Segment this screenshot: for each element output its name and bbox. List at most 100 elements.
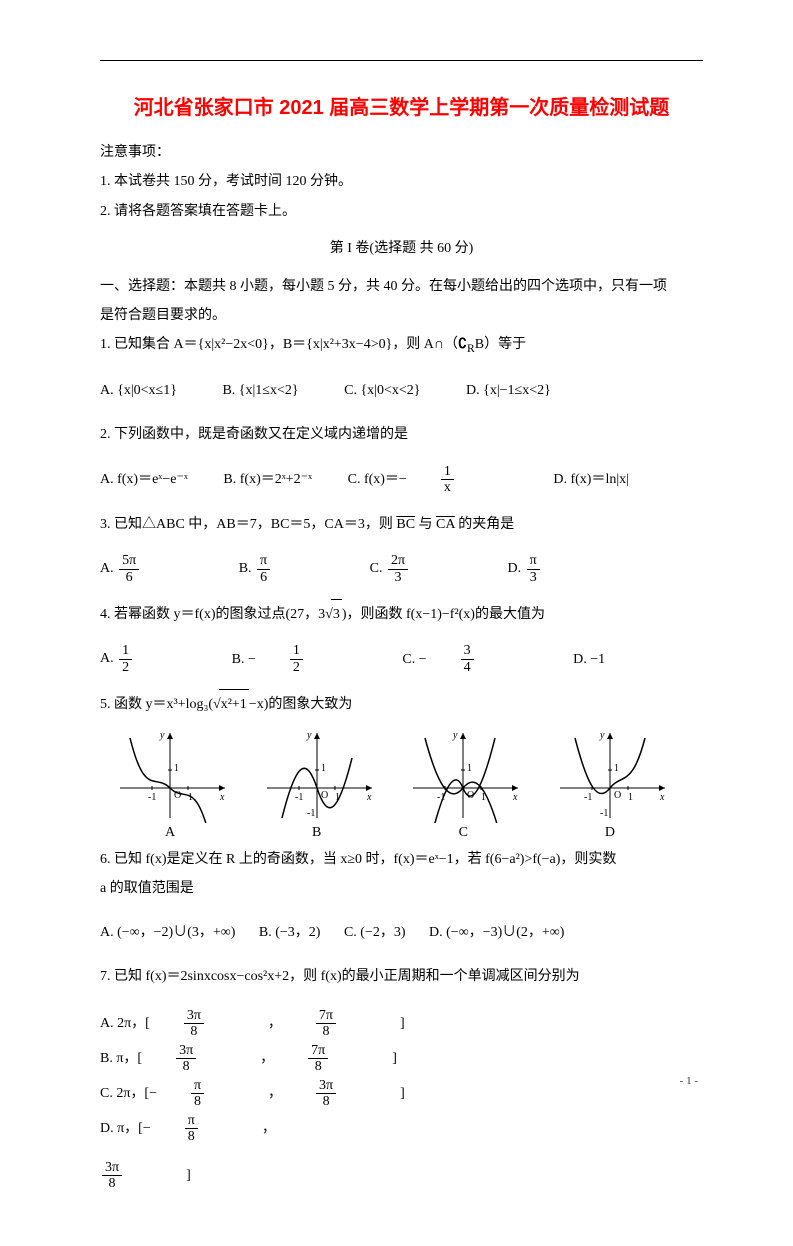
- frac-num: 5π: [119, 553, 139, 569]
- frac-num: π: [527, 553, 540, 569]
- q7-opt-d: D. π，[−π8，: [100, 1111, 308, 1146]
- q1-opt-a: A. {x|0<x≤1}: [100, 376, 177, 407]
- graph-a-label: A: [110, 825, 230, 841]
- q3-stem-b: 与: [419, 517, 433, 532]
- svg-text:y: y: [599, 730, 605, 741]
- frac-den: 8: [316, 1094, 336, 1109]
- q2-options: A. f(x)＝eˣ−e⁻ˣ B. f(x)＝2ˣ+2⁻ˣ C. f(x)＝−1…: [100, 464, 703, 496]
- frac-num: 3: [461, 643, 474, 659]
- svg-text:y: y: [452, 730, 458, 741]
- q4-opt-d: D. −1: [573, 645, 605, 676]
- svg-text:-1: -1: [307, 808, 315, 819]
- q4-stem: 4. 若幂函数 y＝f(x)的图象过点(27，3√3)，则函数 f(x−1)−f…: [100, 599, 703, 629]
- q6-opt-a: A. (−∞，−2)∪(3，+∞): [100, 918, 235, 949]
- svg-text:x: x: [512, 792, 518, 803]
- q3-opt-c: C. 2π3: [370, 553, 472, 585]
- exam-title: 河北省张家口市 2021 届高三数学上学期第一次质量检测试题: [100, 91, 703, 120]
- q1-opt-d: D. {x|−1≤x<2}: [466, 376, 551, 407]
- svg-text:1: 1: [321, 763, 326, 774]
- frac-num: 1: [441, 464, 454, 480]
- q1-opt-b: B. {x|1≤x<2}: [222, 376, 298, 407]
- graph-d: Oxy -111 -1 D: [550, 728, 670, 841]
- svg-text:x: x: [659, 792, 665, 803]
- notice-2: 2. 请将各题答案填在答题卡上。: [100, 197, 703, 226]
- frac-den: 8: [102, 1176, 122, 1191]
- q7-b-post: ]: [392, 1041, 397, 1076]
- q3-opt-b: B. π6: [239, 553, 334, 585]
- frac-den: 8: [316, 1024, 336, 1039]
- q7-c-post: ]: [400, 1076, 405, 1111]
- complement-sub: R: [467, 342, 475, 355]
- svg-text:x: x: [219, 792, 225, 803]
- svg-text:y: y: [159, 730, 165, 741]
- svg-text:1: 1: [467, 763, 472, 774]
- q5-stem: 5. 函数 y＝x³+log₃(√x²+1−x)的图象大致为: [100, 689, 703, 719]
- frac-den: 2: [119, 660, 132, 675]
- q7-opt-a: A. 2π，[3π8，7π8]: [100, 1006, 437, 1041]
- frac-num: 2π: [388, 553, 408, 569]
- q2-opt-b: B. f(x)＝2ˣ+2⁻ˣ: [223, 465, 312, 496]
- q7-b-pre: B. π，[: [100, 1041, 142, 1076]
- frac-num: π: [257, 553, 270, 569]
- frac-num: 3π: [316, 1078, 336, 1094]
- svg-text:-1: -1: [584, 792, 592, 803]
- frac-den: x: [441, 480, 454, 495]
- q3-options: A. 5π6 B. π6 C. 2π3 D. π3: [100, 553, 703, 585]
- frac-num: 3π: [102, 1160, 122, 1176]
- graph-d-svg: Oxy -111 -1: [550, 728, 670, 823]
- q2-stem: 2. 下列函数中，既是奇函数又在定义域内递增的是: [100, 420, 703, 449]
- graph-c-svg: Oxy -111: [403, 728, 523, 823]
- q6-stem-1: 6. 已知 f(x)是定义在 R 上的奇函数，当 x≥0 时，f(x)＝eˣ−1…: [100, 845, 703, 874]
- frac-num: π: [191, 1078, 204, 1094]
- q2-opt-a: A. f(x)＝eˣ−e⁻ˣ: [100, 465, 188, 496]
- q4-b-pre: B. −: [232, 645, 256, 676]
- q7-stem: 7. 已知 f(x)＝2sinxcosx−cos²x+2，则 f(x)的最小正周…: [100, 962, 703, 991]
- q6-opt-b: B. (−3，2): [259, 918, 321, 949]
- q7-options: A. 2π，[3π8，7π8] B. π，[3π8，7π8] C. 2π，[−π…: [100, 1006, 703, 1146]
- q1-stem-b: B）等于: [475, 337, 526, 352]
- section-1-desc-2: 是符合题目要求的。: [100, 301, 703, 330]
- q3-opt-a: A. 5π6: [100, 553, 203, 585]
- complement-icon: ∁: [458, 337, 467, 352]
- q7-a-mid: ，: [268, 1006, 282, 1041]
- q5-graphs: Oxy -111 A Oxy -111 -1 B Oxy: [110, 728, 670, 841]
- q4-stem-b: )，则函数 f(x−1)−f²(x)的最大值为: [342, 607, 545, 622]
- q4-opt-a: A. 12: [100, 643, 196, 675]
- q4-opt-c: C. −34: [402, 643, 537, 675]
- frac-num: 7π: [308, 1043, 328, 1059]
- svg-text:x: x: [366, 792, 372, 803]
- q4-stem-a: 4. 若幂函数 y＝f(x)的图象过点(27，3: [100, 607, 325, 622]
- frac-den: 4: [461, 660, 474, 675]
- page: 河北省张家口市 2021 届高三数学上学期第一次质量检测试题 注意事项： 1. …: [0, 0, 793, 1246]
- q4-opt-b: B. −12: [232, 643, 367, 675]
- frac-num: 1: [290, 643, 303, 659]
- q7-a-pre: A. 2π，[: [100, 1006, 150, 1041]
- frac-den: 8: [185, 1129, 198, 1144]
- q7-c-pre: C. 2π，[−: [100, 1076, 157, 1111]
- q5-sqrt: x²+1: [219, 689, 249, 719]
- page-footer: - 1 -: [680, 1075, 698, 1087]
- frac-num: π: [185, 1113, 198, 1129]
- frac-den: 6: [119, 570, 139, 585]
- graph-b: Oxy -111 -1 B: [257, 728, 377, 841]
- q7-cont-post: ]: [186, 1161, 191, 1192]
- q6-opt-d: D. (−∞，−3)∪(2，+∞): [429, 918, 564, 949]
- q5-stem-a: 5. 函数 y＝x³+log₃(: [100, 697, 213, 712]
- q2-opt-c: C. f(x)＝−1x: [348, 464, 518, 496]
- q7-c-mid: ，: [268, 1076, 282, 1111]
- graph-a-svg: Oxy -111: [110, 728, 230, 823]
- svg-text:1: 1: [628, 792, 633, 803]
- graph-d-label: D: [550, 825, 670, 841]
- graph-b-svg: Oxy -111 -1: [257, 728, 377, 823]
- frac-den: 6: [257, 570, 270, 585]
- svg-text:1: 1: [614, 763, 619, 774]
- q1-stem-a: 1. 已知集合 A＝{x|x²−2x<0}，B＝{x|x²+3x−4>0}，则 …: [100, 337, 458, 352]
- frac-num: 7π: [316, 1008, 336, 1024]
- svg-text:1: 1: [174, 763, 179, 774]
- graph-b-label: B: [257, 825, 377, 841]
- frac-den: 8: [184, 1024, 204, 1039]
- q2-opt-d: D. f(x)＝ln|x|: [553, 465, 629, 496]
- q6-options: A. (−∞，−2)∪(3，+∞) B. (−3，2) C. (−2，3) D.…: [100, 918, 703, 949]
- frac-num: 1: [119, 643, 132, 659]
- q4-options: A. 12 B. −12 C. −34 D. −1: [100, 643, 703, 675]
